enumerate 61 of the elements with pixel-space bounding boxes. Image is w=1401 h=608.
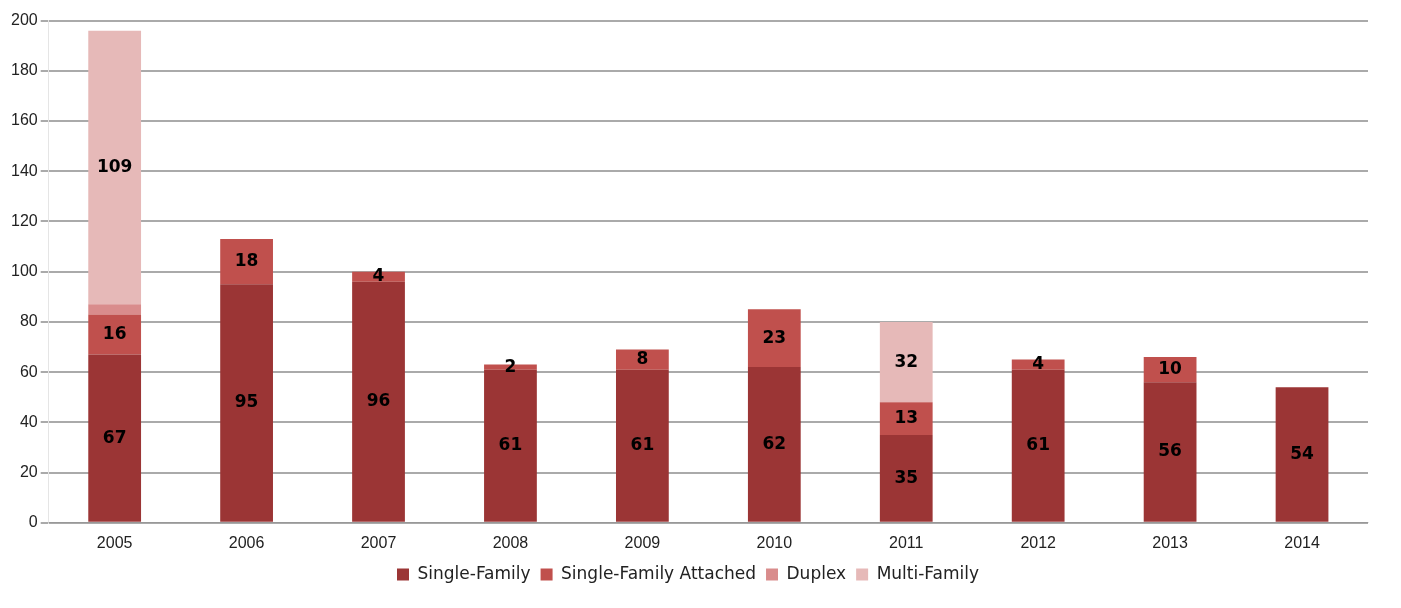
data-label: 67: [102, 426, 127, 447]
data-label: 16: [102, 322, 127, 343]
x-tick-label: 2006: [228, 533, 265, 551]
bar: [88, 314, 142, 355]
data-label: 95: [234, 391, 259, 412]
y-tick-label: 40: [19, 412, 38, 430]
data-label: 13: [894, 407, 919, 428]
y-tick-label: 200: [10, 11, 38, 29]
bar: [879, 402, 933, 435]
y-tick-label: 80: [19, 312, 38, 330]
bar: [879, 434, 933, 522]
data-label: 32: [894, 350, 919, 371]
data-label: 4: [1032, 353, 1045, 374]
bar: [88, 30, 142, 305]
x-tick-label: 2014: [1284, 533, 1320, 551]
data-label: 8: [636, 348, 649, 369]
data-label: 61: [498, 434, 523, 455]
bar: [747, 309, 801, 368]
bar: [1275, 387, 1329, 522]
data-label: 4: [372, 265, 385, 286]
data-label: 62: [762, 432, 787, 453]
bar: [1011, 369, 1065, 522]
data-label: 109: [96, 155, 133, 176]
bar: [747, 367, 801, 522]
bar: [616, 369, 669, 522]
x-tick-label: 2009: [624, 533, 661, 551]
x-tick-label: 2010: [756, 533, 793, 551]
y-tick-label: 180: [10, 61, 38, 79]
x-tick-label: 2005: [96, 533, 133, 551]
legend-label: Single-Family Attached: [561, 562, 757, 583]
x-tick-label: 2013: [1152, 533, 1188, 551]
legend-label: Multi-Family: [876, 562, 980, 583]
data-label: 23: [762, 326, 787, 347]
bar: [220, 239, 273, 285]
y-tick-label: 120: [10, 211, 38, 229]
bar: [1143, 382, 1197, 522]
y-tick-label: 0: [28, 513, 38, 531]
data-label: 54: [1290, 442, 1315, 463]
data-label: 10: [1158, 358, 1183, 379]
y-tick-label: 160: [10, 111, 38, 129]
data-label: 35: [894, 466, 919, 487]
data-label: 61: [1026, 434, 1051, 455]
y-tick-label: 60: [19, 362, 38, 380]
y-tick-label: 20: [19, 462, 38, 480]
x-tick-label: 2007: [360, 533, 397, 551]
legend-label: Single-Family: [417, 562, 531, 583]
x-tick-label: 2012: [1020, 533, 1057, 551]
bar: [88, 304, 142, 315]
data-label: 18: [234, 250, 259, 271]
legend-label: Duplex: [786, 562, 847, 583]
data-label: 56: [1158, 440, 1182, 461]
bar: [879, 321, 933, 403]
bar: [352, 281, 405, 522]
data-label: 61: [630, 434, 655, 455]
data-label: 96: [366, 390, 391, 411]
bar: [220, 284, 273, 522]
bar: [88, 354, 142, 522]
y-tick-label: 140: [10, 161, 38, 179]
x-tick-label: 2011: [889, 533, 924, 551]
y-tick-label: 100: [10, 262, 38, 280]
x-tick-label: 2008: [492, 533, 529, 551]
